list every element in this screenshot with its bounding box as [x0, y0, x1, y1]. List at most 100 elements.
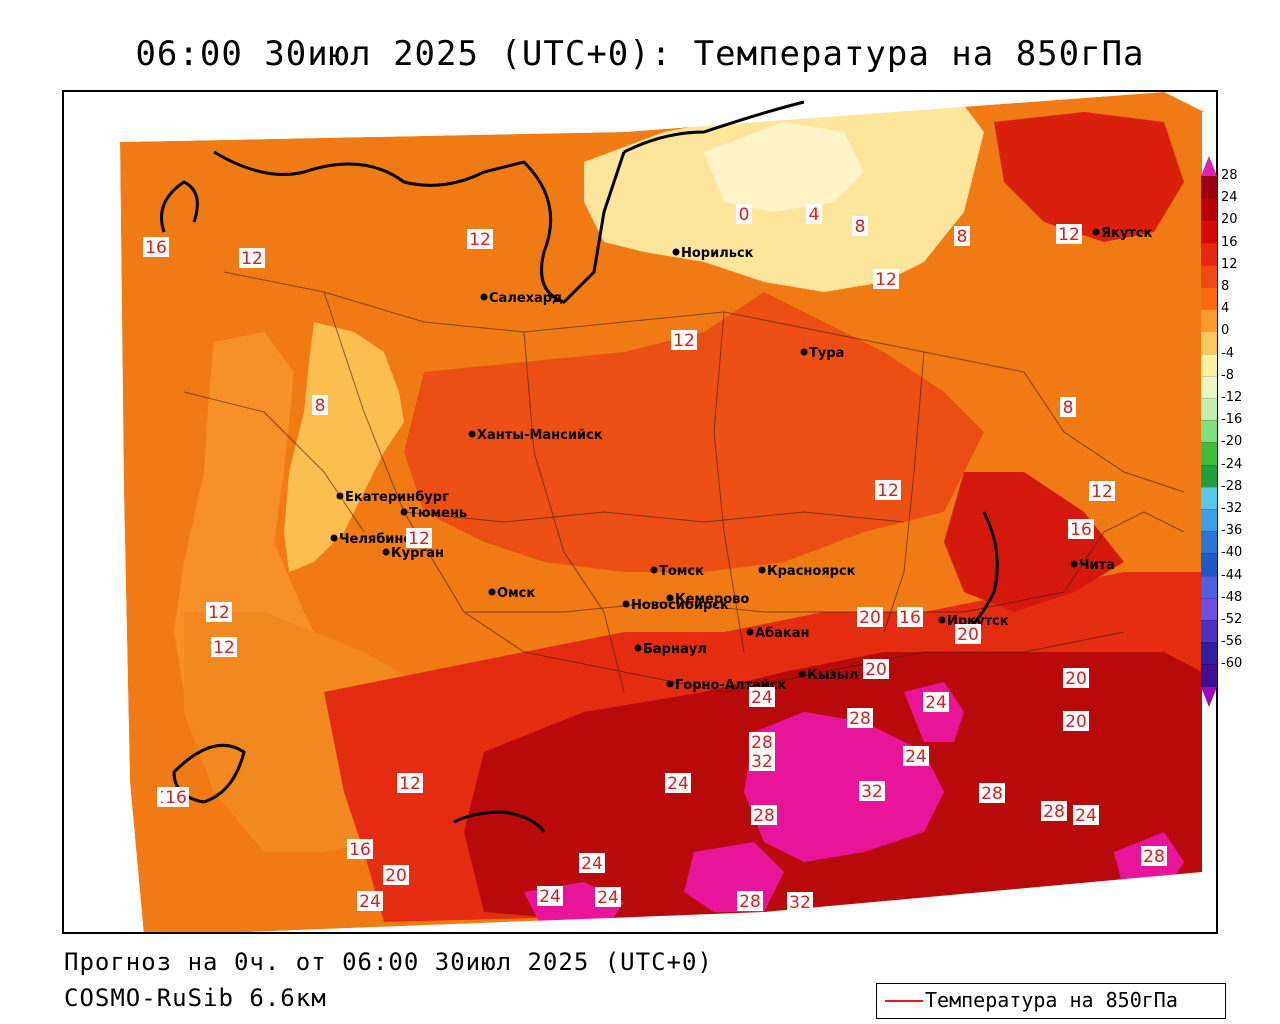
- isotherm-label: 12: [673, 331, 695, 351]
- isotherm-label-bg: [751, 805, 777, 825]
- colorbar-tick-label: -12: [1221, 390, 1243, 405]
- city-dot: [666, 594, 674, 602]
- city-dot: [746, 628, 754, 636]
- cold-core: [704, 122, 864, 212]
- colorbar-tick-label: 8: [1221, 279, 1230, 294]
- isotherm-label-bg: [383, 865, 409, 885]
- colorbar-tick-label: -52: [1221, 612, 1243, 627]
- colorbar-tick-label: -36: [1221, 523, 1243, 539]
- isotherm-label-bg: [857, 607, 883, 627]
- isotherm-label: 24: [539, 887, 561, 907]
- colorbar-cell: [1201, 620, 1217, 643]
- colorbar-tick-label: 12: [1221, 256, 1238, 272]
- city-label: Екатеринбург: [345, 490, 449, 505]
- colorbar-cell: [1201, 220, 1217, 243]
- isotherm-label-bg: [847, 708, 873, 728]
- isotherm-label: 32: [789, 893, 811, 913]
- city-markers: Салехард Норильск Якутск Тура Ханты-Мансийск…: [330, 226, 1153, 693]
- colorbar-tick-label: 24: [1221, 190, 1238, 206]
- isotherm-label: 28: [739, 892, 761, 912]
- city-label: Чита: [1079, 558, 1115, 573]
- isotherm-label-bg: [852, 216, 868, 236]
- colorbar-cell: [1201, 309, 1217, 332]
- isotherm-label-bg: [595, 887, 621, 907]
- forecast-label: Прогноз на 0ч. от 06:00 30июл 2025 (UTC+…: [64, 948, 713, 976]
- isotherm-label: 20: [859, 608, 881, 628]
- city-label: Барнаул: [643, 642, 707, 657]
- city-label: Новосибирск: [631, 598, 729, 613]
- isotherm-label: 12: [877, 481, 899, 501]
- isotherm-label-bg: [1060, 397, 1076, 417]
- isotherm-labels: 16 12 12 0 4 8 8 12 12 12 8 12 8 12 12 16 12 12 12 16 16 20 16…: [143, 204, 1167, 913]
- city-dot: [634, 644, 642, 652]
- city-dot: [488, 588, 496, 596]
- legend-label: Температура на 850гПа: [925, 988, 1178, 1012]
- model-label: COSMO-RuSib 6.6км: [64, 984, 327, 1012]
- colorbar-tick-label: 28: [1221, 168, 1238, 183]
- isotherm-label: 20: [865, 660, 887, 680]
- isotherm-label-bg: [211, 637, 237, 657]
- city-dot: [480, 293, 488, 301]
- legend-line-swatch: [885, 1000, 923, 1002]
- isotherm-label: 8: [957, 227, 968, 247]
- isotherm-label: 12: [469, 230, 491, 250]
- colorbar-tick-label: 0: [1221, 323, 1230, 339]
- isotherm-label: 16: [899, 608, 921, 628]
- isotherm-label-bg: [923, 692, 949, 712]
- colorbar-tick-label: -44: [1221, 567, 1243, 583]
- colorbar-cell: [1201, 642, 1217, 665]
- isotherm-label-bg: [143, 237, 169, 257]
- isotherm-label: 12: [1058, 225, 1080, 245]
- colorbar-cell: [1201, 176, 1217, 199]
- city-label: Абакан: [755, 626, 810, 641]
- isotherm-label: 16: [165, 788, 187, 808]
- colorbar-cell: [1201, 597, 1217, 620]
- city-dot: [758, 566, 766, 574]
- isotherm-label-bg: [1063, 711, 1089, 731]
- isotherm-label-bg: [239, 248, 265, 268]
- isotherm-label: 12: [208, 603, 230, 623]
- isotherm-label-bg: [979, 783, 1005, 803]
- isotherm-label-bg: [903, 746, 929, 766]
- isotherm-label-bg: [467, 229, 493, 249]
- city-label: Кызыл: [807, 668, 858, 683]
- isotherm-label: 28: [849, 709, 871, 729]
- isotherm-label-bg: [787, 892, 813, 912]
- isotherm-label-bg: [954, 226, 970, 246]
- isotherm-label: 28: [1043, 802, 1065, 822]
- admin-borders: [183, 271, 1185, 693]
- isotherm-label: 16: [1070, 520, 1092, 540]
- colorbar-tick-label: 4: [1221, 301, 1230, 317]
- isotherm-label-bg: [1041, 801, 1067, 821]
- isotherm-label-bg: [859, 781, 885, 801]
- city-dot: [798, 670, 806, 678]
- isotherm-label-bg: [955, 624, 981, 644]
- colorbar-bottom-arrow: [1201, 686, 1217, 707]
- isotherm-label: 12: [399, 774, 421, 794]
- colorbar: 28 24 20 16 12 8 4 0 -4 -8 -12 -16 -20 -24 -28 -32 -36 -4…: [1201, 156, 1280, 707]
- isotherm-label: 20: [385, 866, 407, 886]
- isotherm-label: 8: [855, 217, 866, 237]
- isotherm-label: 32: [861, 782, 883, 802]
- colorbar-tick-label: -40: [1221, 545, 1243, 561]
- city-dot: [1070, 560, 1078, 568]
- city-dot: [666, 680, 674, 688]
- isotherm-label-bg: [579, 853, 605, 873]
- isotherm-label: 24: [359, 892, 381, 912]
- isotherm-label-bg: [749, 732, 775, 752]
- isotherm-label-bg: [737, 891, 763, 911]
- isotherm-label-bg: [347, 839, 373, 859]
- isotherm-label-bg: [357, 891, 383, 911]
- isotherm-label: 28: [1143, 847, 1165, 867]
- isotherm-label: 8: [1063, 398, 1074, 418]
- city-dot: [382, 548, 390, 556]
- colorbar-cell: [1201, 287, 1217, 310]
- isotherm-label: 20: [1065, 712, 1087, 732]
- colorbar-cell: [1201, 242, 1217, 265]
- isotherm-label: 4: [809, 205, 820, 225]
- isotherm-label-bg: [875, 480, 901, 500]
- colorbar-cell: [1201, 353, 1217, 376]
- isotherm-label: 20: [1065, 669, 1087, 689]
- colorbar-cell: [1201, 331, 1217, 354]
- city-label: Красноярск: [767, 564, 856, 579]
